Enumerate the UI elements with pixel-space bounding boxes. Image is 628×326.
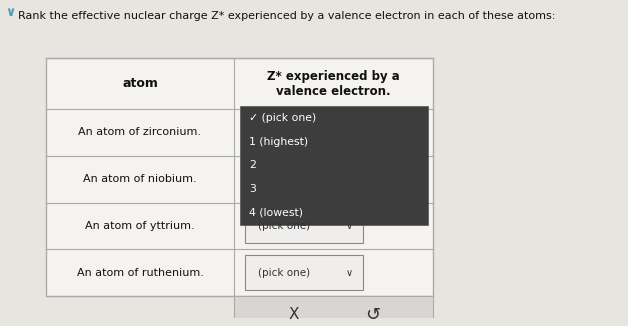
Text: 3: 3 xyxy=(249,184,256,194)
Text: Z* experienced by a
valence electron.: Z* experienced by a valence electron. xyxy=(267,70,399,98)
Text: 1 (highest): 1 (highest) xyxy=(249,137,308,147)
Text: 4 (lowest): 4 (lowest) xyxy=(249,208,303,218)
Text: X: X xyxy=(289,307,299,322)
Text: ∨: ∨ xyxy=(5,6,16,19)
Text: ∨: ∨ xyxy=(346,268,353,278)
Text: (pick one): (pick one) xyxy=(258,268,310,278)
Text: ∨: ∨ xyxy=(346,221,353,231)
Text: ✓ (pick one): ✓ (pick one) xyxy=(249,113,316,123)
FancyBboxPatch shape xyxy=(234,296,433,326)
FancyBboxPatch shape xyxy=(46,58,433,296)
FancyBboxPatch shape xyxy=(241,106,428,225)
FancyBboxPatch shape xyxy=(245,255,362,290)
Text: ↺: ↺ xyxy=(365,306,380,324)
Text: An atom of ruthenium.: An atom of ruthenium. xyxy=(77,268,203,278)
Text: An atom of niobium.: An atom of niobium. xyxy=(83,174,197,184)
Text: atom: atom xyxy=(122,77,158,90)
Text: An atom of yttrium.: An atom of yttrium. xyxy=(85,221,195,231)
Text: 2: 2 xyxy=(249,160,256,170)
Text: Rank the effective nuclear charge Z* experienced by a valence electron in each o: Rank the effective nuclear charge Z* exp… xyxy=(18,11,556,21)
FancyBboxPatch shape xyxy=(245,208,362,243)
Text: (pick one): (pick one) xyxy=(258,221,310,231)
Text: An atom of zirconium.: An atom of zirconium. xyxy=(78,127,202,138)
